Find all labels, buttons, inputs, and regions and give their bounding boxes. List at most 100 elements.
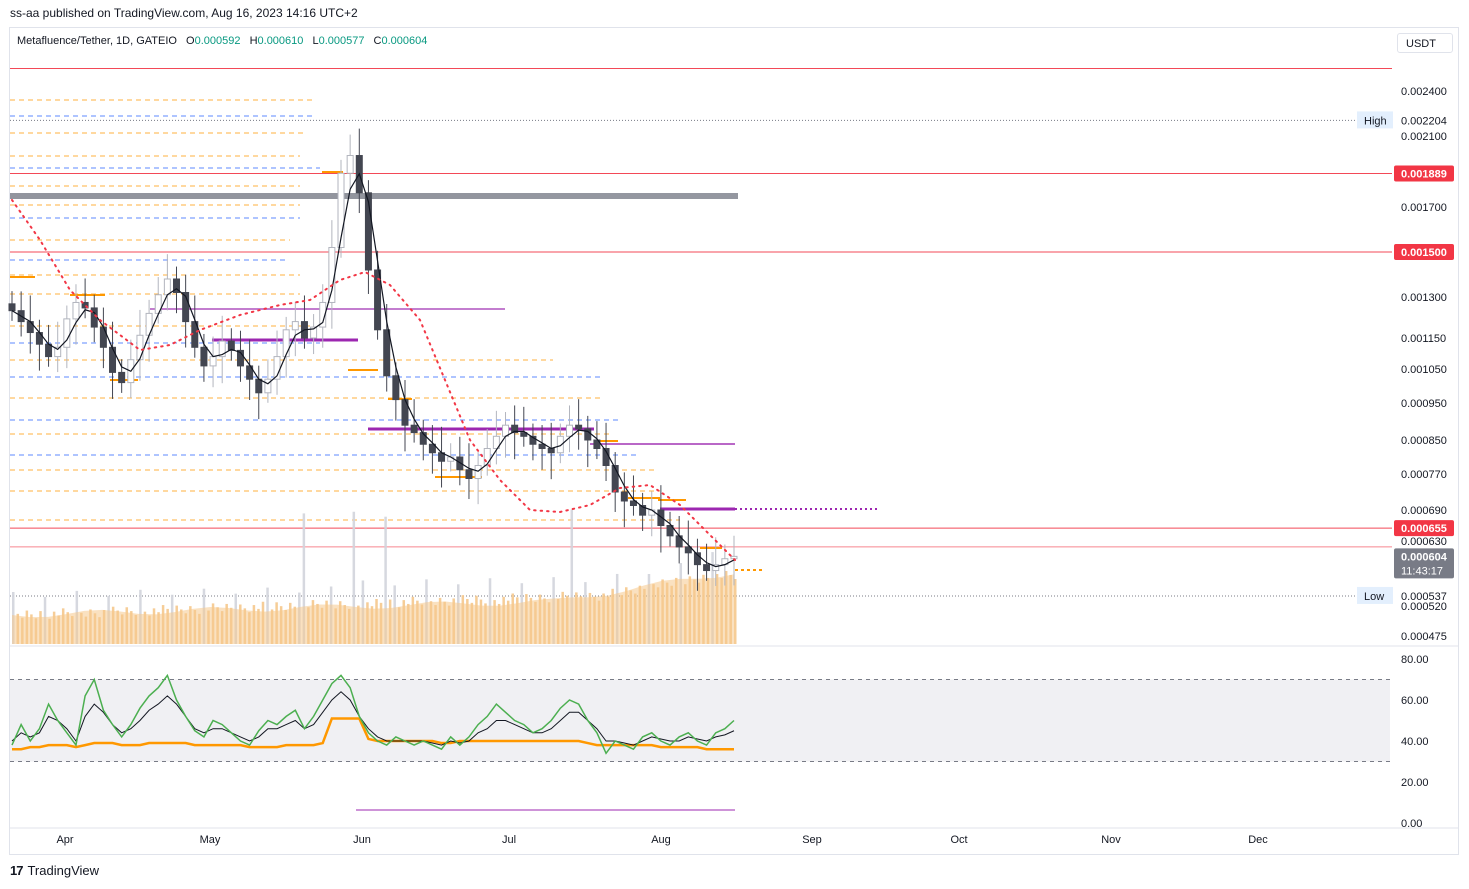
candle-body [182, 292, 190, 323]
candle-body [657, 509, 665, 526]
time-axis-label: Sep [802, 834, 822, 846]
candle-body [392, 375, 400, 401]
low-value: 0.000577 [318, 35, 365, 47]
price-axis-tick: 0.001150 [1401, 333, 1446, 345]
price-axis-tick: 0.001700 [1401, 202, 1447, 214]
candle-body [99, 326, 107, 348]
extreme-price: 0.002204 [1401, 115, 1447, 127]
candle-body [310, 326, 318, 339]
candle-body [209, 356, 217, 367]
time-axis-label: Oct [950, 834, 967, 846]
candle-body [575, 424, 583, 430]
candle-body [712, 564, 720, 572]
candle-body [54, 346, 62, 358]
time-axis-label: Jun [353, 834, 371, 846]
volume-bar [352, 511, 356, 644]
candle-body [337, 172, 345, 248]
candle-body [81, 301, 89, 309]
trend-dotted-curve [11, 199, 736, 561]
symbol-name[interactable]: Metafluence/Tether, 1D, GATEIO [17, 35, 177, 47]
candle-body [236, 349, 244, 367]
time-axis-label: Aug [651, 834, 671, 846]
volume-average-area [12, 574, 734, 644]
candle-body [218, 340, 226, 358]
time-axis-label: Jul [502, 834, 516, 846]
candle-body [511, 424, 519, 434]
rsi-axis-tick: 40.00 [1401, 736, 1429, 748]
price-label-bg [1394, 165, 1454, 182]
price-axis-tick: 0.000520 [1401, 601, 1447, 613]
time-axis-label: May [200, 834, 221, 846]
moving-average-line [11, 172, 735, 568]
price-label-bg [1394, 548, 1454, 579]
countdown-label: 11:43:17 [1401, 565, 1443, 577]
close-label: C [373, 35, 382, 47]
extreme-price: 0.000537 [1401, 591, 1447, 603]
price-label-bg [1394, 244, 1454, 260]
tradingview-logo[interactable]: 17 TradingView [10, 863, 99, 878]
time-axis-label: Dec [1248, 834, 1268, 846]
price-label-bg [1394, 520, 1454, 537]
time-axis-label: Nov [1101, 834, 1121, 846]
candle-body [474, 465, 482, 479]
price-label: 0.001889 [1401, 168, 1447, 180]
candle-body [465, 469, 473, 479]
currency-selector[interactable]: USDT [1397, 33, 1453, 53]
rsi-axis-tick: 0.00 [1401, 818, 1422, 830]
candle-body [173, 278, 181, 293]
candle-body [684, 546, 692, 554]
rsi-axis-tick: 20.00 [1401, 777, 1429, 789]
candle-body [538, 443, 546, 449]
chart-frame [9, 27, 1459, 855]
candle-body [483, 448, 491, 466]
price-axis-tick: 0.000950 [1401, 398, 1447, 410]
candle-body [593, 439, 601, 449]
price-label: 0.000655 [1401, 523, 1447, 535]
candle-body [556, 435, 564, 454]
candle-body [547, 448, 555, 454]
candle-body [666, 525, 674, 537]
candle-body [255, 378, 263, 394]
candle-body [282, 329, 290, 358]
candle-body [163, 278, 171, 296]
candle-body [72, 301, 80, 320]
rsi-band-fill [10, 679, 1390, 762]
candle-body [492, 435, 500, 449]
price-axis-tick: 0.000770 [1401, 469, 1447, 481]
rsi-smooth-line [11, 691, 735, 746]
volume-bar [302, 513, 306, 644]
candle-body [620, 491, 628, 502]
candle-body [693, 552, 701, 566]
price-axis-tick: 0.000690 [1401, 505, 1447, 517]
candle-body [456, 456, 464, 471]
tradingview-brand: TradingView [27, 863, 100, 878]
candle-body [565, 424, 573, 437]
low-tag: Low [1364, 591, 1384, 603]
high-tag: High [1364, 115, 1387, 127]
price-axis-tick: 0.000475 [1401, 631, 1447, 643]
price-axis-tick: 0.001300 [1401, 292, 1447, 304]
volume-bar [734, 579, 737, 644]
time-axis-label: Apr [56, 834, 73, 846]
symbol-legend[interactable]: Metafluence/Tether, 1D, GATEIO O0.000592… [17, 35, 427, 47]
high-value: 0.000610 [257, 35, 304, 47]
candle-body [529, 435, 537, 445]
rsi-line [11, 673, 735, 755]
candle-body [648, 509, 656, 516]
candle-body [364, 192, 372, 271]
candle-body [264, 378, 272, 394]
candle-body [145, 312, 153, 336]
candle-body [109, 346, 117, 373]
candle-body [428, 443, 436, 454]
candle-body [8, 303, 16, 312]
price-axis-tick: 0.002400 [1401, 86, 1447, 98]
price-label: 0.000604 [1401, 551, 1448, 563]
price-axis-tick: 0.000850 [1401, 435, 1447, 447]
open-value: 0.000592 [194, 35, 241, 47]
open-label: O [186, 35, 195, 47]
publisher-credit: ss-aa published on TradingView.com, Aug … [10, 6, 358, 20]
candle-body [291, 321, 299, 331]
close-value: 0.000604 [381, 35, 428, 47]
volume-bar [384, 516, 387, 644]
